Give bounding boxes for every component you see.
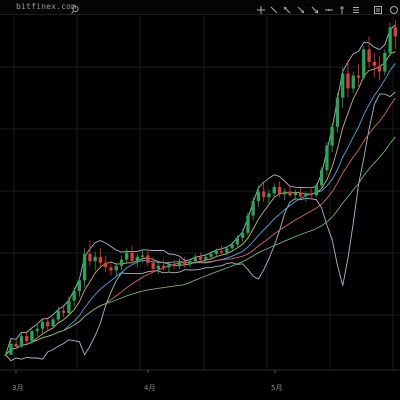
bollinger-lower-line	[5, 91, 396, 362]
x-tick-label: 5月	[271, 384, 282, 392]
candle-body	[35, 328, 39, 332]
candle-body	[135, 256, 139, 262]
candle-body	[393, 27, 397, 37]
candle-body	[367, 49, 371, 62]
candle-body	[362, 49, 366, 78]
settings-icon[interactable]	[372, 1, 384, 14]
candle-body	[56, 310, 60, 320]
candle-body	[61, 310, 66, 313]
candle-body	[51, 319, 55, 327]
vertical-line-icon[interactable]	[336, 1, 348, 14]
candle-body	[283, 191, 287, 195]
candle-body	[83, 254, 87, 281]
candle-body	[188, 261, 192, 265]
candle-body	[14, 343, 18, 347]
trendline-icon[interactable]	[268, 1, 280, 14]
candle-body	[267, 193, 271, 198]
candle-body	[193, 256, 197, 262]
candle-body	[262, 191, 266, 198]
candle-body	[230, 244, 234, 249]
arrow-down-icon[interactable]	[309, 1, 321, 14]
candle-body	[356, 75, 361, 78]
candle-body	[114, 265, 118, 271]
candle-body	[146, 255, 150, 263]
bollinger-upper-line	[5, 24, 396, 356]
candle-body	[209, 254, 213, 257]
candle-body	[314, 185, 318, 196]
candle-body	[40, 321, 45, 329]
candle-body	[177, 261, 182, 266]
candle-body	[77, 280, 81, 291]
crosshair-icon[interactable]	[255, 1, 267, 14]
candle-body	[214, 251, 218, 254]
candle-body	[104, 262, 108, 268]
ray-icon[interactable]	[295, 1, 307, 14]
candle-body	[235, 237, 239, 245]
candle-body	[46, 321, 50, 327]
candle-body	[383, 52, 387, 72]
candle-body	[388, 27, 392, 53]
moving-average-line	[5, 136, 396, 356]
candle-body	[320, 170, 324, 186]
candle-body	[330, 126, 334, 146]
candle-body	[351, 75, 355, 89]
candle-body	[346, 73, 350, 89]
candle-body	[288, 191, 292, 196]
arrow-icon[interactable]	[281, 1, 293, 14]
candle-body	[67, 300, 71, 313]
candle-body	[151, 262, 155, 269]
candle-body	[304, 193, 308, 197]
candle-body	[172, 264, 176, 266]
chart-toolbar: bitfinex.com	[0, 0, 400, 15]
candle-body	[251, 201, 255, 216]
candle-body	[109, 267, 113, 271]
x-tick-label: 4月	[144, 384, 155, 392]
candle-body	[198, 256, 203, 260]
candle-body	[204, 256, 208, 260]
site-label: bitfinex.com	[16, 2, 77, 11]
candle-body	[98, 256, 103, 263]
candle-body	[272, 187, 276, 194]
candle-body	[298, 192, 303, 197]
candle-body	[125, 252, 129, 260]
candle-body	[325, 145, 329, 171]
candle-body	[309, 193, 313, 196]
candle-body	[140, 255, 145, 257]
moving-average-line	[5, 51, 396, 356]
search-icon[interactable]	[70, 1, 80, 14]
candle-body	[19, 336, 24, 347]
candle-body	[88, 254, 92, 262]
candle-body	[162, 265, 166, 268]
candle-body	[277, 187, 282, 195]
candle-body	[293, 192, 297, 196]
candle-body	[130, 252, 134, 262]
candle-body	[183, 261, 187, 265]
candle-body	[246, 215, 250, 233]
candle-body	[256, 191, 261, 202]
candle-body	[219, 251, 224, 253]
candle-body	[377, 65, 382, 72]
candle-body	[4, 354, 8, 356]
candle-body	[156, 265, 160, 269]
candle-body	[93, 256, 97, 262]
candle-body	[241, 232, 245, 238]
candle-body	[335, 97, 340, 127]
candle-body	[9, 343, 13, 355]
candle-body	[167, 264, 171, 268]
candle-body	[372, 61, 376, 66]
horizontal-line-icon[interactable]	[323, 1, 335, 13]
candle-body	[30, 331, 34, 342]
candle-body	[119, 259, 124, 266]
candle-body	[25, 336, 29, 342]
moving-average-line	[5, 97, 396, 356]
menu-icon[interactable]	[350, 1, 362, 13]
x-tick-label: 3月	[12, 384, 23, 392]
candle-body	[225, 248, 229, 253]
candle-body	[72, 291, 76, 301]
candle-body	[341, 73, 345, 98]
circle-icon[interactable]	[388, 1, 400, 14]
